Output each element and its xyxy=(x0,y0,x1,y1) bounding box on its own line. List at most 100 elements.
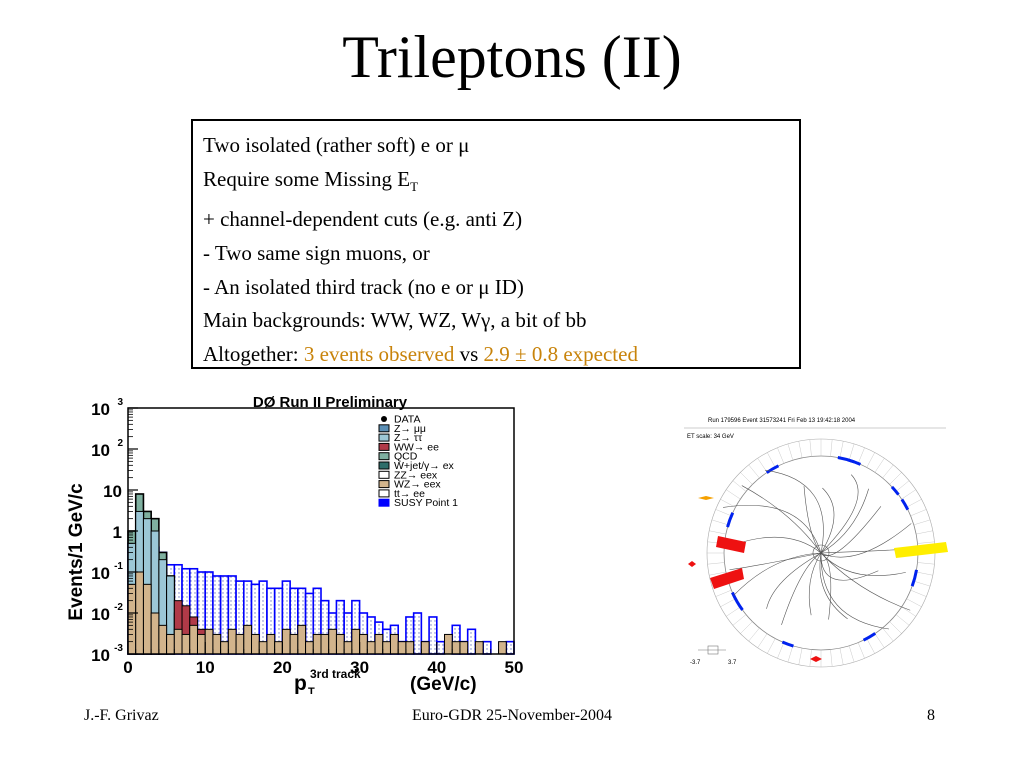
legend-w-jet-ex-swatch xyxy=(378,461,390,470)
legend-data-label: DATA xyxy=(394,414,420,426)
bar xyxy=(335,633,345,655)
bar xyxy=(235,633,245,655)
footer-page: 8 xyxy=(927,707,935,724)
bar xyxy=(366,641,376,655)
detector-geometry xyxy=(688,438,948,668)
x-tick-label: 40 xyxy=(427,658,446,677)
legend-w-jet-ex-label: W+jet/γ→ ex xyxy=(394,460,455,472)
bar xyxy=(281,628,291,655)
y-axis-label: Events/1 GeV/c xyxy=(66,483,87,621)
histogram-chart: DØ Run II Preliminary Events/1 GeV/c 10 3… xyxy=(66,394,523,694)
x-axis-label-sup: 3rd track xyxy=(310,667,361,681)
event-header: Run 179596 Event 31573241 Fri Feb 13 19:… xyxy=(708,418,856,424)
bar xyxy=(158,624,168,655)
bullet-line-3: + channel-dependent cuts (e.g. anti Z) xyxy=(203,207,523,232)
bullet-line-2: Require some Missing ET xyxy=(203,163,789,204)
y-tick-label: 10 xyxy=(103,482,122,501)
bar xyxy=(166,633,175,655)
legend-z--swatch xyxy=(378,433,390,442)
bar xyxy=(204,628,214,655)
x-tick-label: 10 xyxy=(196,658,215,677)
slide-title: Trileptons (II) xyxy=(342,24,682,90)
legend-tt-ee-label: tt→ ee xyxy=(394,488,425,500)
bar xyxy=(444,633,453,655)
y-tick-exponent: -1 xyxy=(114,561,123,572)
x-axis-label: p T 3rd track (GeV/c) xyxy=(294,667,477,694)
bar xyxy=(459,641,469,655)
bar xyxy=(220,641,229,655)
x-axis-label-main: p xyxy=(294,672,307,694)
y-tick-label: 10 xyxy=(91,605,110,624)
bar xyxy=(482,640,492,655)
summary-box: Two isolated (rather soft) e or μ Requir… xyxy=(191,119,801,369)
scale-left: -3.7 xyxy=(690,660,701,666)
bar xyxy=(382,641,391,655)
bar xyxy=(274,641,283,655)
y-tick-label: 10 xyxy=(91,400,110,419)
legend-ww-ee-swatch xyxy=(378,442,390,451)
observed-count: 3 events observed xyxy=(303,341,455,366)
bar xyxy=(173,628,183,655)
bullet-line-1: Two isolated (rather soft) e or μ xyxy=(203,133,470,157)
bullet-line-5: - An isolated third track (no e or μ ID) xyxy=(203,274,524,299)
bar xyxy=(266,633,276,655)
y-tick-exponent: 2 xyxy=(117,438,123,449)
legend-susy-point-1-swatch xyxy=(378,498,390,507)
bar xyxy=(397,641,407,655)
y-tick-exponent: -2 xyxy=(114,602,123,613)
y-tick-label: 10 xyxy=(91,646,110,665)
x-ticks: 0 10 20 30 40 50 xyxy=(123,642,523,677)
bar xyxy=(212,633,222,655)
legend-zz-eex-swatch xyxy=(378,470,390,479)
et-scale: ET scale: 34 GeV xyxy=(687,434,734,440)
scale-right: 3.7 xyxy=(728,660,737,666)
y-tick-exponent: 3 xyxy=(117,397,123,408)
y-tick-exponent: -3 xyxy=(114,643,123,654)
bar xyxy=(189,624,198,655)
legend-wz-eex-label: WZ→ eex xyxy=(394,479,441,491)
bar xyxy=(150,612,160,655)
x-axis-label-unit: (GeV/c) xyxy=(410,674,477,694)
x-tick-label: 50 xyxy=(505,658,524,677)
footer-author: J.-F. Grivaz xyxy=(84,707,159,724)
legend-tt-ee-swatch xyxy=(378,489,390,498)
bar xyxy=(351,628,361,655)
bar xyxy=(243,624,253,655)
legend-z--label: Z→ μμ xyxy=(394,423,426,435)
legend-ww-ee-label: WW→ ee xyxy=(394,441,439,453)
bar xyxy=(474,641,484,655)
bar xyxy=(305,641,314,655)
legend-qcd-label: QCD xyxy=(394,451,418,463)
chart-title: DØ Run II Preliminary xyxy=(253,394,408,411)
legend-wz-eex-swatch xyxy=(378,480,390,489)
bar xyxy=(420,641,430,655)
bar xyxy=(505,640,515,655)
bar xyxy=(289,633,299,655)
expected-count: 2.9 ± 0.8 expected xyxy=(483,341,638,366)
bar xyxy=(343,641,353,655)
bar xyxy=(251,633,260,655)
legend-z--swatch xyxy=(378,424,390,433)
bar xyxy=(412,612,423,655)
legend-susy-point-1-label: SUSY Point 1 xyxy=(394,497,458,509)
x-tick-label: 0 xyxy=(123,658,132,677)
bar xyxy=(142,583,152,655)
y-tick-label: 1 xyxy=(113,523,122,542)
bar xyxy=(428,616,438,655)
bullet-line-4: - Two same sign muons, or xyxy=(203,240,430,265)
plot-area xyxy=(127,493,515,655)
legend-qcd-swatch xyxy=(378,452,390,461)
bar xyxy=(312,633,322,655)
x-axis-label-sub: T xyxy=(308,686,315,694)
bar xyxy=(181,633,191,655)
bar xyxy=(196,633,206,655)
legend-zz-eex-label: ZZ→ eex xyxy=(394,469,438,481)
bar xyxy=(374,633,384,655)
bar xyxy=(297,624,307,655)
bar xyxy=(328,628,337,655)
bar xyxy=(451,641,461,655)
footer-event: Euro-GDR 25-November-2004 xyxy=(411,707,613,724)
event-display: Run 179596 Event 31573241 Fri Feb 13 19:… xyxy=(684,418,948,668)
y-tick-label: 10 xyxy=(91,564,110,583)
